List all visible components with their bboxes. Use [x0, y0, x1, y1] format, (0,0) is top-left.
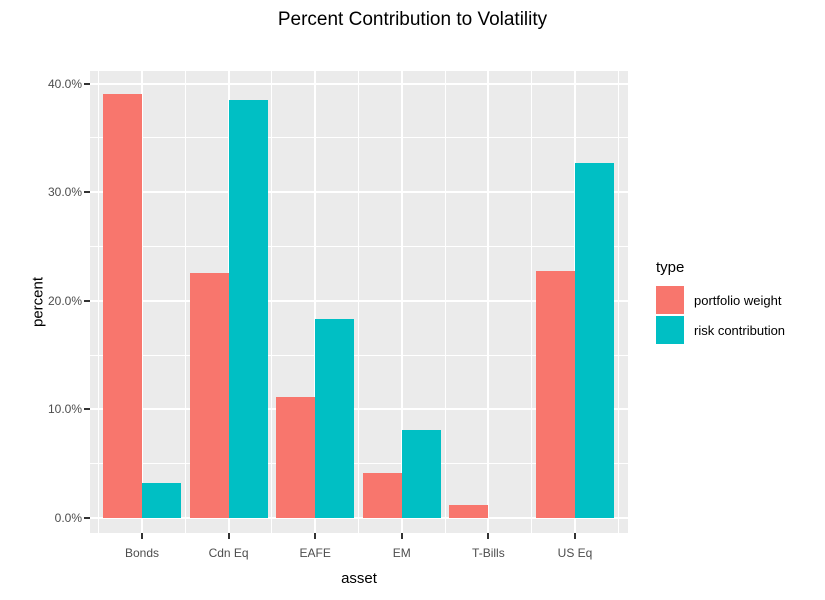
- gridline-major-h: [90, 191, 628, 194]
- x-tick-label: Bonds: [124, 546, 160, 560]
- gridline-minor-v: [531, 71, 533, 533]
- y-tick-mark: [84, 82, 90, 85]
- gridline-minor-h: [90, 245, 628, 247]
- bar-risk-contribution-bonds: [142, 483, 181, 518]
- bar-risk-contribution-us-eq: [575, 162, 614, 518]
- chart-title: Percent Contribution to Volatility: [277, 9, 548, 30]
- x-tick-label: T-Bills: [472, 546, 505, 560]
- gridline-major-h: [90, 517, 628, 519]
- gridline-minor-v: [358, 71, 359, 533]
- bar-portfolio-weight-em: [362, 473, 402, 518]
- gridline-minor-v: [184, 71, 186, 533]
- y-tick-label: 10.0%: [47, 402, 82, 417]
- gridline-major-h: [90, 408, 628, 411]
- legend: type portfolio weight risk contribution: [656, 259, 785, 346]
- gridline-minor-h: [90, 463, 628, 465]
- gridline-minor-h: [90, 137, 628, 139]
- x-tick-mark: [227, 533, 230, 539]
- legend-label-portfolio-weight: portfolio weight: [694, 292, 782, 308]
- x-tick-label: EM: [392, 546, 411, 560]
- x-tick-mark: [400, 533, 403, 539]
- y-tick-label: 40.0%: [47, 76, 82, 91]
- x-tick-label: Cdn Eq: [208, 546, 249, 560]
- bar-portfolio-weight-eafe: [276, 397, 316, 518]
- gridline-minor-h: [90, 354, 628, 356]
- gridline-minor-v: [444, 71, 446, 533]
- bar-risk-contribution-cdn-eq: [228, 99, 268, 518]
- gridline-major-v: [314, 71, 317, 533]
- legend-label-risk-contribution: risk contribution: [694, 322, 786, 338]
- y-tick-mark: [84, 299, 90, 302]
- legend-entry-portfolio-weight: portfolio weight: [656, 286, 785, 314]
- x-tick-mark: [141, 533, 143, 539]
- x-tick-label: EAFE: [299, 546, 331, 560]
- gridline-minor-v: [98, 71, 100, 533]
- y-tick-label: 30.0%: [47, 185, 82, 200]
- x-tick-mark: [314, 533, 317, 539]
- bar-risk-contribution-eafe: [315, 319, 355, 518]
- gridline-minor-v: [271, 71, 273, 533]
- gridline-minor-v: [617, 71, 619, 533]
- legend-entry-risk-contribution: risk contribution: [656, 316, 785, 344]
- y-tick-label: 0.0%: [54, 511, 82, 525]
- x-tick-label: US Eq: [557, 546, 593, 560]
- bar-portfolio-weight-cdn-eq: [189, 272, 229, 518]
- y-tick-mark: [84, 408, 90, 411]
- y-tick-label: 20.0%: [47, 293, 82, 308]
- legend-swatch-portfolio-weight: [656, 286, 684, 314]
- plot-panel: [90, 71, 628, 533]
- y-tick-mark: [84, 191, 90, 194]
- legend-title: type: [656, 259, 685, 276]
- bar-risk-contribution-em: [401, 430, 441, 518]
- bar-portfolio-weight-bonds: [103, 94, 142, 518]
- x-axis-title: asset: [341, 570, 377, 587]
- gridline-major-v: [487, 71, 490, 533]
- gridline-major-h: [90, 82, 628, 85]
- x-tick-mark: [574, 533, 576, 539]
- gridline-major-v: [141, 71, 143, 533]
- y-tick-mark: [84, 517, 90, 519]
- legend-swatch-risk-contribution: [656, 316, 684, 344]
- bar-portfolio-weight-us-eq: [536, 271, 575, 518]
- bar-portfolio-weight-t-bills: [449, 504, 489, 518]
- gridline-major-h: [90, 299, 628, 302]
- x-tick-mark: [487, 533, 490, 539]
- gridline-major-v: [400, 71, 403, 533]
